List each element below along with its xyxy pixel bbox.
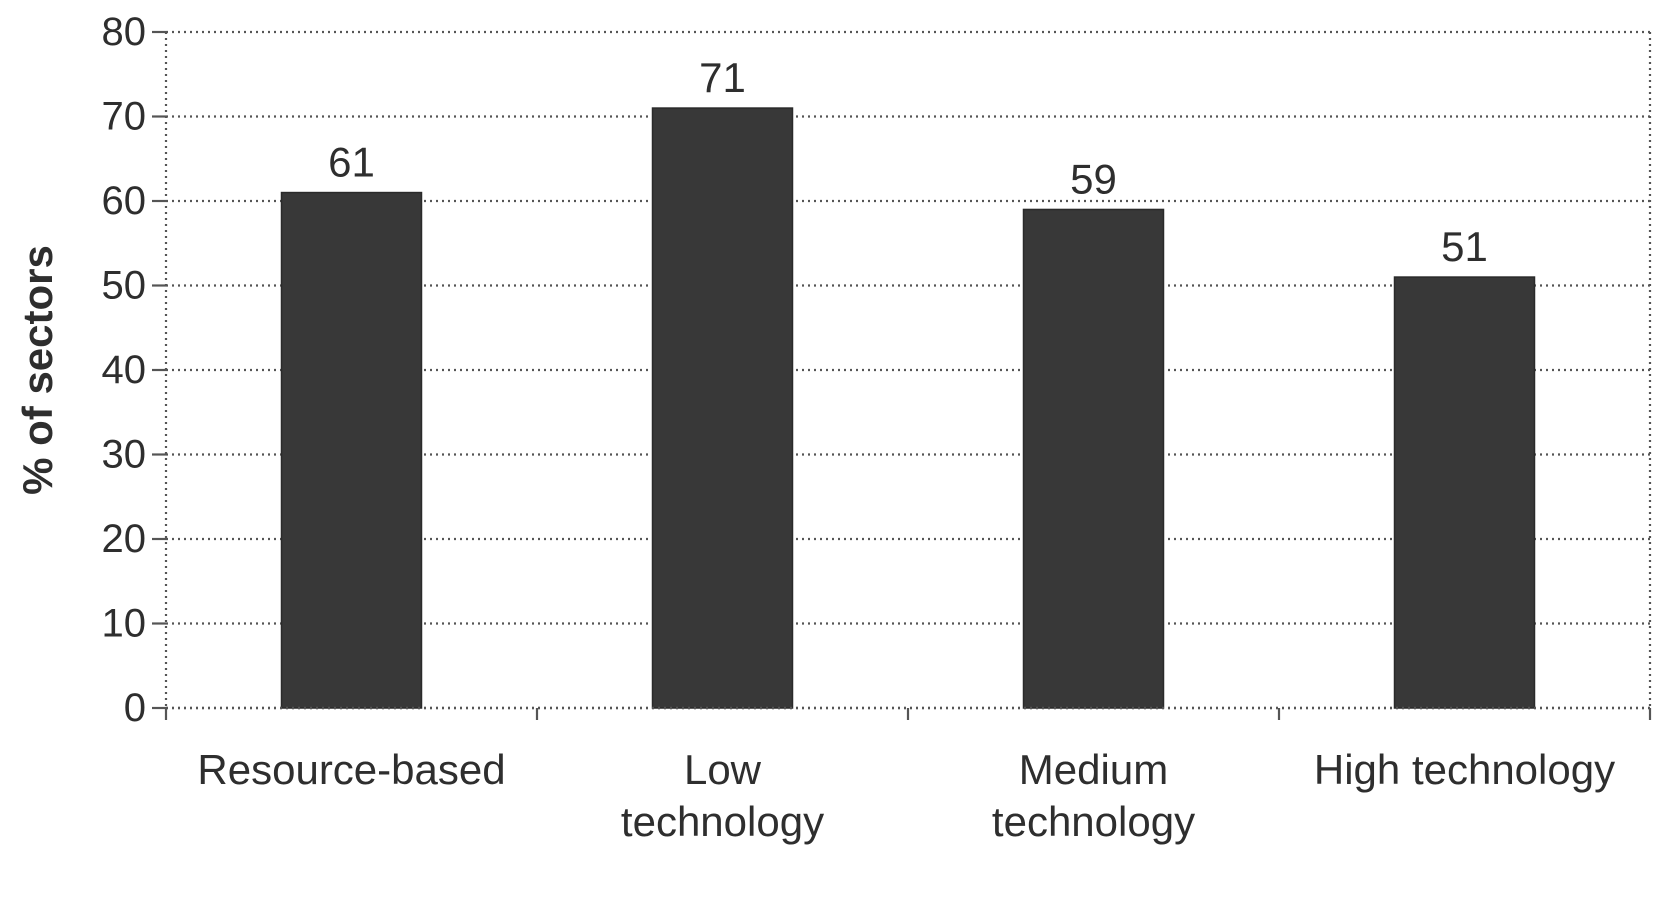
- x-tick-label: Low technology: [621, 746, 824, 845]
- y-tick-label: 20: [102, 517, 147, 561]
- y-tick-label: 60: [102, 179, 147, 223]
- y-tick-label: 0: [124, 686, 146, 730]
- x-tick-label: High technology: [1314, 746, 1615, 793]
- data-label: 51: [1441, 223, 1488, 270]
- label-layer: 61 71 59 51: [328, 54, 1488, 270]
- data-label: 61: [328, 139, 375, 186]
- data-label: 59: [1070, 155, 1117, 202]
- x-tick-label: Resource-based: [197, 746, 505, 793]
- y-tick-label: 30: [102, 433, 147, 477]
- y-tick-label: 40: [102, 348, 147, 392]
- y-tick-label: 70: [102, 95, 147, 139]
- axis-layer: 0 10 20 30 40 50 60 70 80 % of sectors Resource-ba…: [14, 10, 1652, 845]
- x-tick-label: Medium technology: [992, 746, 1195, 845]
- y-tick-label: 80: [102, 10, 147, 54]
- bar-layer: [280, 107, 1536, 709]
- bar-low-technology: [651, 107, 794, 709]
- bar-high-technology: [1393, 276, 1536, 709]
- data-label: 71: [699, 54, 746, 101]
- y-axis-title: % of sectors: [14, 245, 61, 495]
- bar-medium-technology: [1022, 208, 1165, 709]
- y-tick-label: 10: [102, 602, 147, 646]
- bar-resource-based: [280, 191, 423, 709]
- y-tick-label: 50: [102, 264, 147, 308]
